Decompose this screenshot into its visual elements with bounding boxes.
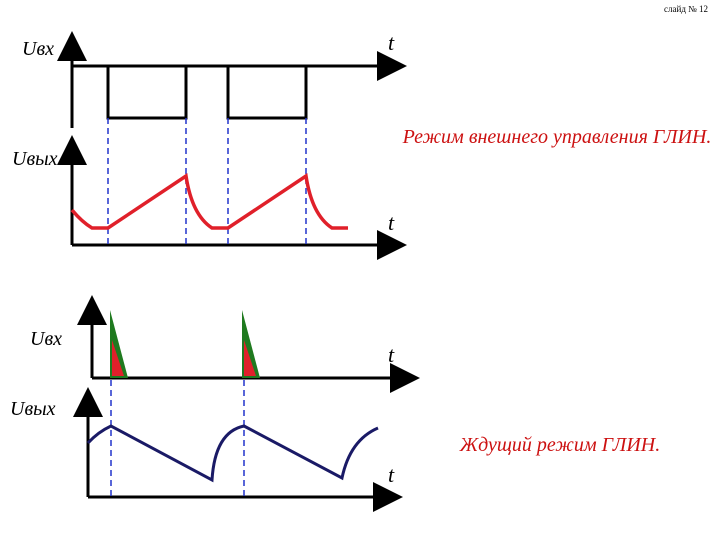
uout2-waveform [86,424,379,483]
t4-label: t [388,462,395,487]
uin1-pulse-train [72,64,390,120]
uout1-sawtooth [70,173,348,230]
external-mode-caption: Режим внешнего управления ГЛИН. [402,126,712,148]
uout1-label: Uвых [12,148,58,170]
trigger-pulse-1-fill [112,340,124,376]
t1-label: t [388,30,395,55]
trigger-pulse-2-fill [244,340,256,376]
uin1-label: Uвх [22,38,55,60]
uin2-label: Uвх [30,328,63,350]
t2-label: t [388,210,395,235]
t3-label: t [388,342,395,367]
slide-number: слайд № 12 [664,4,708,14]
uout2-label: Uвых [10,398,56,420]
standby-mode-caption: Ждущий режим ГЛИН. [459,434,661,456]
